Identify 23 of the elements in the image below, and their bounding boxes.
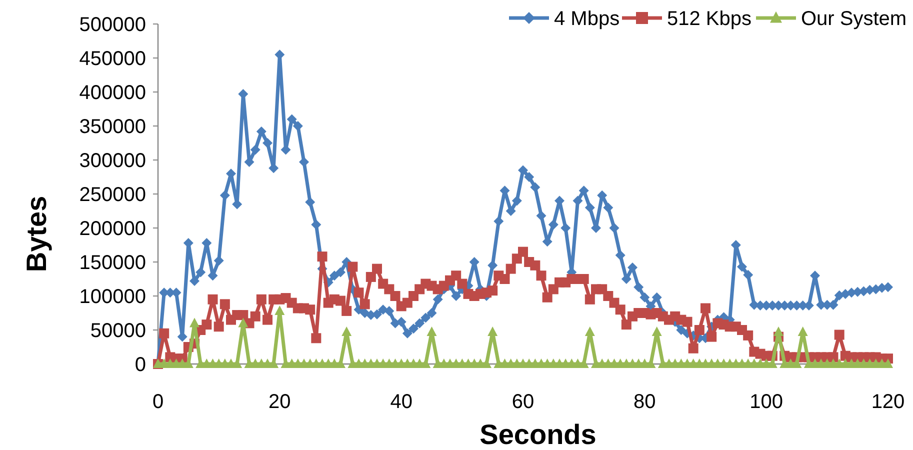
y-tick-label: 450000 [79, 48, 146, 70]
y-tick-label: 150000 [79, 252, 146, 274]
y-tick-label: 400000 [79, 82, 146, 104]
legend-label: 4 Mbps [554, 8, 620, 30]
y-tick-label: 350000 [79, 116, 146, 138]
x-tick-label: 80 [634, 391, 656, 413]
y-tick-label: 0 [134, 354, 146, 376]
y-tick-label: 50000 [90, 320, 146, 342]
y-tick-label: 200000 [79, 218, 146, 240]
y-tick-label: 100000 [79, 286, 146, 308]
y-tick-label: 500000 [79, 14, 146, 36]
x-tick-label: 120 [871, 391, 905, 413]
x-tick-label: 40 [390, 391, 412, 413]
y-axis-title: Bytes [21, 196, 52, 272]
x-tick-label: 0 [152, 391, 164, 413]
x-tick-label: 20 [268, 391, 291, 413]
y-tick-label: 250000 [79, 184, 146, 206]
x-tick-label: 100 [750, 391, 784, 413]
x-axis-title: Seconds [480, 419, 596, 450]
y-tick-label: 300000 [79, 150, 146, 172]
legend-label: Our System [801, 8, 907, 30]
legend-label: 512 Kbps [667, 8, 752, 30]
x-tick-label: 60 [512, 391, 534, 413]
